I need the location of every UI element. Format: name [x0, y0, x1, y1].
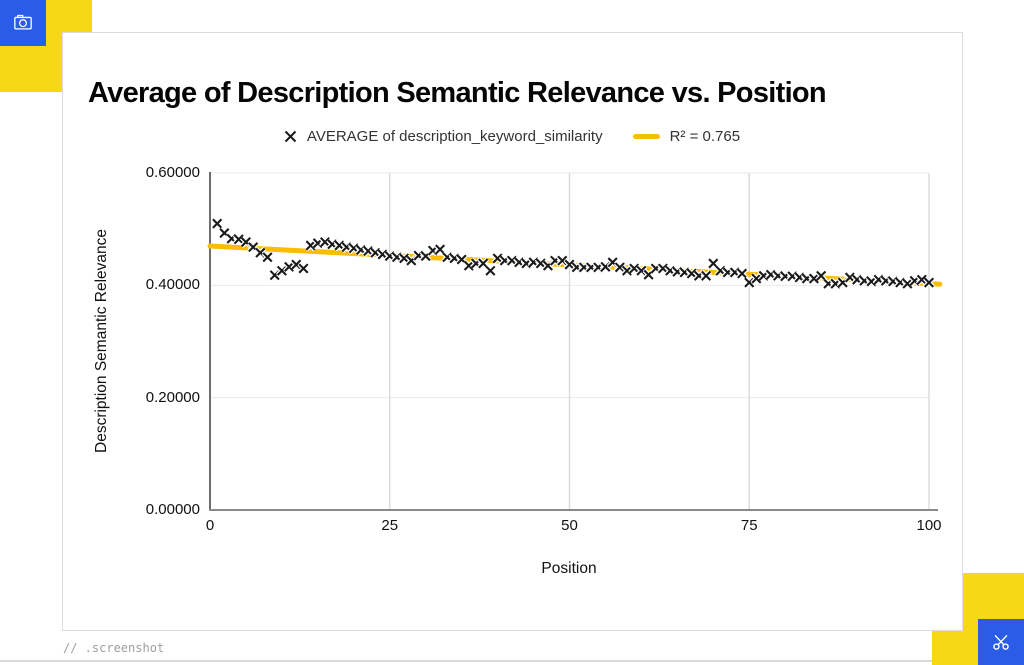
scissors-icon: [993, 635, 1009, 650]
camera-icon: [14, 14, 32, 30]
bottom-divider: [0, 660, 1024, 662]
scissors-button[interactable]: [978, 619, 1024, 665]
footer-note: // .screenshot: [63, 641, 165, 655]
chart-card: [62, 32, 963, 631]
camera-button[interactable]: [0, 0, 46, 46]
